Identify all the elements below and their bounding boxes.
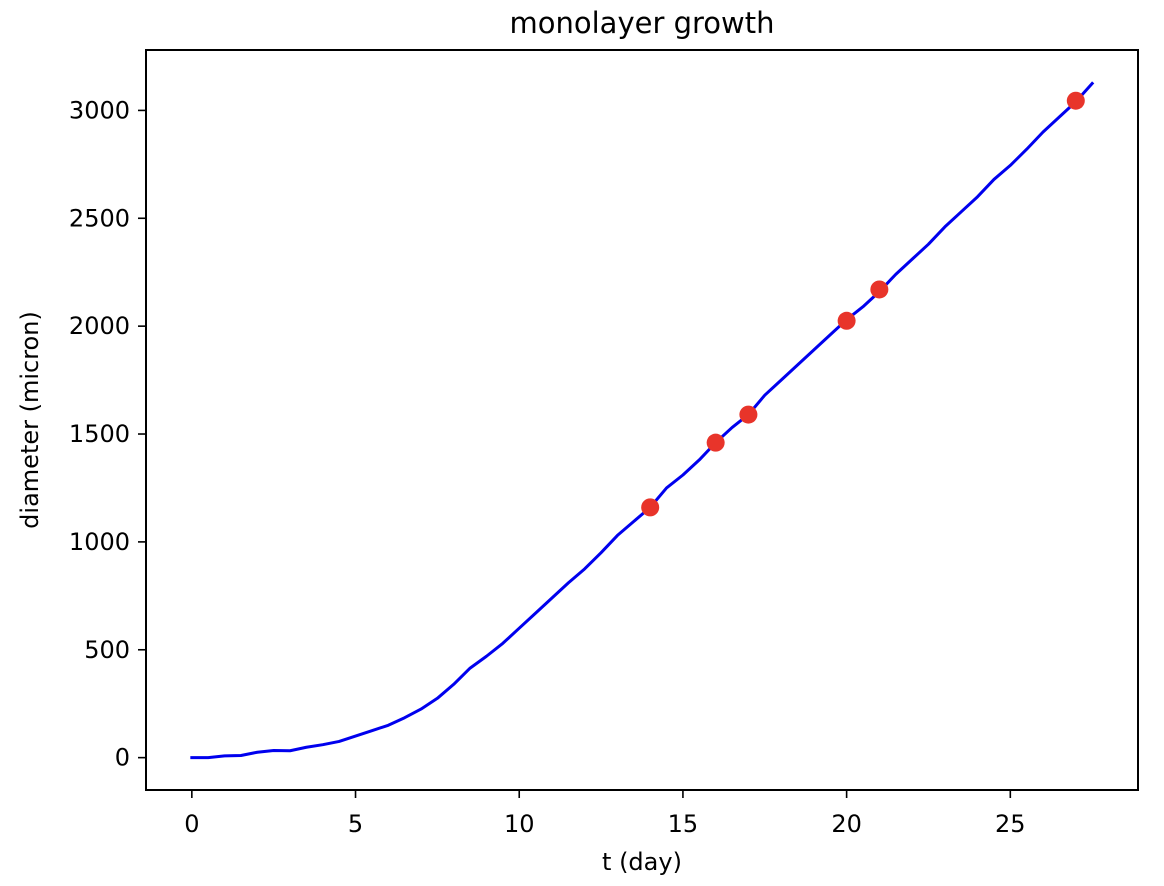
- y-axis-label: diameter (micron): [16, 311, 44, 529]
- x-tick-label: 25: [995, 810, 1026, 838]
- measurement-point: [641, 498, 660, 517]
- x-tick-label: 20: [831, 810, 862, 838]
- x-tick-label: 5: [348, 810, 363, 838]
- measurement-point: [837, 311, 856, 330]
- y-tick-label: 2000: [69, 312, 130, 340]
- axes: 0 5 10 15 20 25 0 500 1000 1500 2000 2500 3000: [69, 96, 1026, 838]
- y-tick-label: 2500: [69, 204, 130, 232]
- growth-line: [190, 81, 1095, 760]
- x-axis-label: t (day): [602, 848, 682, 876]
- plot-frame: [145, 49, 1139, 791]
- measurement-point: [1066, 91, 1085, 110]
- x-tick-label: 15: [668, 810, 699, 838]
- x-tick-label: 10: [504, 810, 535, 838]
- y-tick-label: 1000: [69, 528, 130, 556]
- plot-area: [190, 81, 1095, 760]
- measurement-point: [739, 405, 758, 424]
- y-tick-label: 0: [115, 744, 130, 772]
- y-tick-label: 1500: [69, 420, 130, 448]
- y-tick-label: 500: [84, 636, 130, 664]
- x-tick-label: 0: [184, 810, 199, 838]
- measurement-point: [706, 433, 725, 452]
- chart-title: monolayer growth: [510, 6, 775, 40]
- y-tick-label: 3000: [69, 96, 130, 124]
- measurement-point: [870, 280, 889, 299]
